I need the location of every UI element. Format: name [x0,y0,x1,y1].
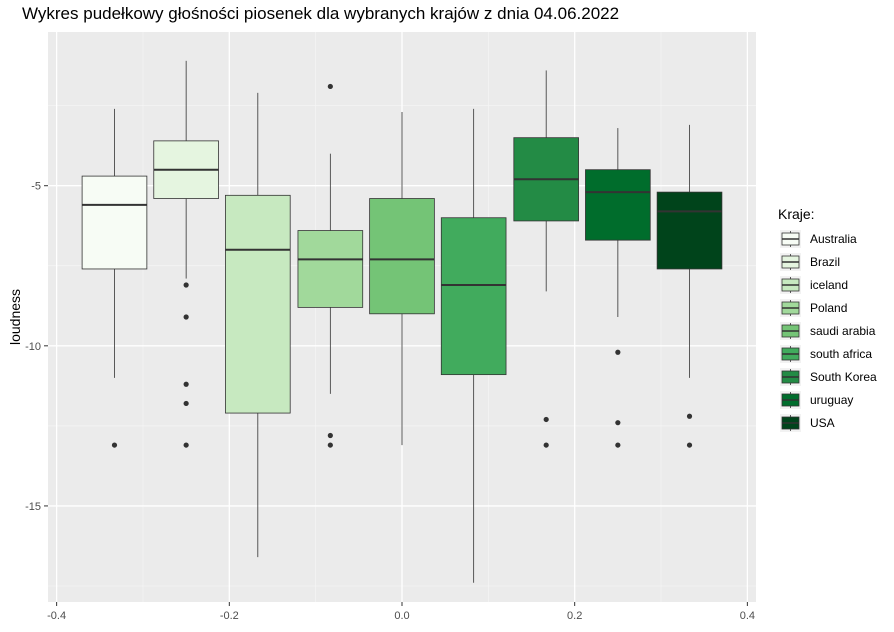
legend-item: south africa [780,345,872,363]
legend-item: Brazil [780,253,840,271]
legend-item: USA [780,414,835,432]
legend-item: saudi arabia [780,322,876,340]
legend-item: iceland [780,276,848,294]
y-axis: -15 -10 -5 [25,181,48,513]
outlier-point [183,400,189,407]
legend-label: Brazil [810,255,840,269]
outlier-point [686,413,693,419]
legend-label: USA [810,416,835,430]
legend-item: uruguay [780,391,853,409]
outlier-point [543,416,549,423]
box-australia [81,108,148,448]
chart-title: Wykres pudełkowy głośności piosenek dla … [22,4,620,23]
legend-label: Poland [810,301,847,315]
x-tick-label: -0.4 [47,610,66,622]
x-axis: -0.4 -0.2 0.0 0.2 0.4 [47,602,755,622]
outlier-point [327,432,333,439]
outlier-point [327,442,333,448]
outlier-point [615,420,621,426]
box-saudi-arabia [369,112,435,446]
box-south-africa [440,108,507,583]
outlier-point [183,442,189,448]
legend-item: South Korea [780,368,877,386]
legend-title: Kraje: [778,206,815,222]
box-usa [656,124,723,448]
outlier-point [327,83,333,90]
outlier-point [183,282,189,288]
y-tick-label: -5 [31,181,41,193]
box-poland [297,83,364,448]
x-tick-label: 0.4 [740,610,755,622]
outlier-point [111,442,118,448]
outlier-point [183,381,189,387]
outlier-point [686,442,693,448]
box-body [369,198,435,315]
box-uruguay [585,128,651,448]
legend-label: saudi arabia [810,324,876,338]
box-body [81,175,148,270]
boxes [81,60,723,583]
legend-label: south africa [810,347,872,361]
box-body [440,217,507,376]
x-tick-label: 0.0 [394,610,409,622]
legend-label: uruguay [810,393,853,407]
legend-item: Australia [780,230,857,248]
box-body [297,230,364,308]
outlier-point [183,314,189,320]
outlier-point [543,442,549,448]
x-tick-label: 0.2 [567,610,582,622]
box-brazil [153,60,219,448]
box-body [585,169,651,241]
box-iceland [225,92,291,558]
outlier-point [615,349,621,355]
box-body [656,191,723,270]
y-tick-label: -15 [25,501,41,513]
box-south-korea [513,70,579,448]
legend-label: South Korea [810,370,877,384]
y-axis-title: loudness [7,289,23,345]
legend-label: iceland [810,278,848,292]
y-tick-label: -10 [25,341,41,353]
legend-item: Poland [780,299,847,317]
x-tick-label: -0.2 [220,610,239,622]
outlier-point [615,442,621,448]
legend: Kraje: Australia Brazil iceland Poland saudi… [778,206,877,432]
legend-label: Australia [810,232,857,246]
box-body [225,194,291,414]
